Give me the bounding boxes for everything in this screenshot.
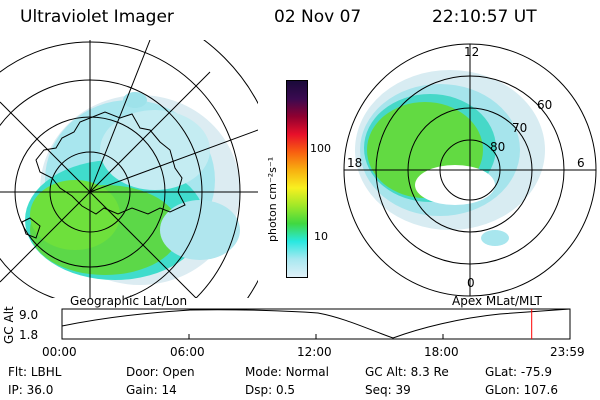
- footer-seq: Seq: 39: [365, 383, 411, 397]
- footer-glon: GLon: 107.6: [485, 383, 558, 397]
- altplot-xtick-0: 00:00: [42, 345, 77, 359]
- right-map-caption: Apex MLat/MLT: [452, 294, 542, 308]
- mlt-label-18: 18: [347, 156, 363, 170]
- mlat-label-80: 80: [490, 140, 506, 154]
- mlt-label-6: 6: [577, 156, 585, 170]
- left-aurora-image: [25, 92, 240, 285]
- left-map-caption: Geographic Lat/Lon: [70, 294, 188, 308]
- geographic-map: [0, 40, 258, 298]
- altplot-xtick-2: 12:00: [297, 345, 332, 359]
- colorbar: [286, 80, 308, 278]
- altplot-ytick-low: 1.8: [19, 328, 39, 342]
- mlt-label-12: 12: [464, 45, 480, 59]
- footer-gcalt: GC Alt: 8.3 Re: [365, 365, 449, 379]
- footer-door: Door: Open: [126, 365, 195, 379]
- colorbar-tick-100: 100: [310, 142, 331, 155]
- colorbar-unit-label: photon cm⁻²s⁻¹: [266, 156, 279, 242]
- altplot-xtick-1: 06:00: [170, 345, 205, 359]
- footer-ip: IP: 36.0: [8, 383, 54, 397]
- mlt-label-0: 0: [467, 276, 475, 290]
- footer-glat: GLat: -75.9: [485, 365, 552, 379]
- altplot-ylabel: GC Alt: [2, 306, 16, 344]
- altplot-ytick-high: 9.0: [19, 308, 39, 322]
- footer-dsp: Dsp: 0.5: [245, 383, 296, 397]
- mlat-label-70: 70: [512, 121, 528, 135]
- altplot-xtick-4: 23:59: [550, 345, 585, 359]
- time-label: 22:10:57 UT: [432, 7, 537, 27]
- coastline: [35, 111, 186, 215]
- footer-mode: Mode: Normal: [245, 365, 329, 379]
- instrument-title: Ultraviolet Imager: [20, 7, 174, 27]
- colorbar-tick-10: 10: [314, 230, 328, 243]
- date-label: 02 Nov 07: [274, 7, 362, 27]
- footer-flt: Flt: LBHL: [8, 365, 62, 379]
- apex-polar-plot: [343, 43, 597, 297]
- altplot-xtick-3: 18:00: [424, 345, 459, 359]
- mlat-label-60: 60: [537, 98, 553, 112]
- footer-gain: Gain: 14: [126, 383, 177, 397]
